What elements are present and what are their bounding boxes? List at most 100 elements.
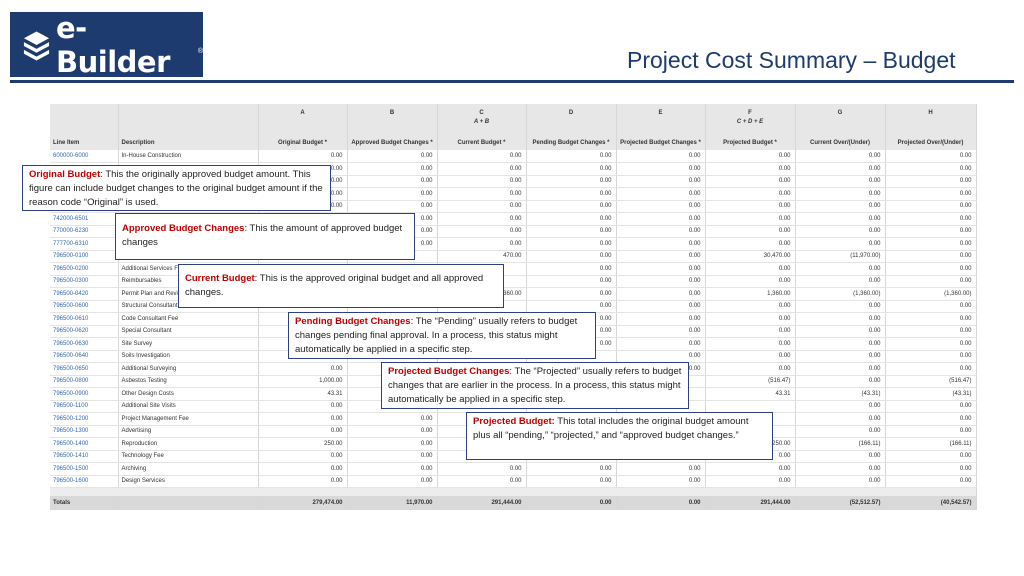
cell-projected-changes: 0.00 xyxy=(616,337,706,351)
cell-description: Additional Surveying xyxy=(118,362,259,376)
cell-projected-over-under: 0.00 xyxy=(885,350,977,363)
cell-pending-changes: 0.00 xyxy=(526,175,617,188)
cell-current-budget: 0.00 xyxy=(437,225,527,238)
cell-line-item[interactable]: Totals xyxy=(50,495,119,510)
callout-term: Original Budget xyxy=(29,169,101,180)
cell-projected-over-under: 0.00 xyxy=(885,312,977,326)
cell-current-over-under: 0.00 xyxy=(795,162,886,176)
cell-current-over-under: (11,970.00) xyxy=(795,250,886,263)
cell-current-over-under: 0.00 xyxy=(795,187,886,201)
cell-line-item[interactable]: 796500-1600 xyxy=(50,475,119,488)
cell-projected-changes: 0.00 xyxy=(616,200,706,213)
cell-line-item[interactable]: 796500-0900 xyxy=(50,387,119,401)
cell-current-budget: 0.00 xyxy=(437,462,527,476)
column-letter-current-over-under: G xyxy=(795,104,886,135)
column-header-current-budget[interactable]: Current Budget * xyxy=(437,135,527,150)
cell-line-item[interactable]: 796500-0630 xyxy=(50,337,119,351)
cell-projected-budget: 0.00 xyxy=(705,262,796,276)
cell-projected-budget: 0.00 xyxy=(705,325,796,338)
cell-projected-budget: 0.00 xyxy=(705,225,796,238)
cell-projected-over-under: (166.11) xyxy=(885,437,977,451)
cell-pending-changes: 0.00 xyxy=(526,150,617,163)
cell-line-item[interactable]: 796500-0650 xyxy=(50,362,119,376)
cell-line-item[interactable]: 770000-6230 xyxy=(50,225,119,238)
cell-projected-over-under: (1,360.00) xyxy=(885,287,977,301)
cell-projected-budget xyxy=(705,400,796,413)
cell-description: Additional Site Visits xyxy=(118,400,259,413)
cell-current-over-under: 0.00 xyxy=(795,150,886,163)
cell-line-item[interactable]: 796500-0100 xyxy=(50,250,119,263)
cell-approved-changes: 0.00 xyxy=(347,462,438,476)
cell-projected-budget: 0.00 xyxy=(705,175,796,188)
cell-current-over-under: (166.11) xyxy=(795,437,886,451)
cell-current-over-under: 0.00 xyxy=(795,400,886,413)
cell-projected-over-under: (40,542.57) xyxy=(885,495,977,510)
cell-line-item[interactable]: 796500-1100 xyxy=(50,400,119,413)
cell-line-item[interactable]: 796500-0200 xyxy=(50,262,119,276)
cell-projected-budget: (516.47) xyxy=(705,375,796,388)
column-header-approved-changes[interactable]: Approved Budget Changes * xyxy=(347,135,438,150)
column-header-current-over-under[interactable]: Current Over/(Under) xyxy=(795,135,886,150)
cell-line-item[interactable]: 796500-1200 xyxy=(50,412,119,426)
cell-line-item[interactable]: 796500-0800 xyxy=(50,375,119,388)
cell-current-budget: 0.00 xyxy=(437,237,527,251)
cell-current-over-under: 0.00 xyxy=(795,175,886,188)
cell-line-item[interactable]: 742000-6501 xyxy=(50,212,119,226)
column-letter: D xyxy=(568,110,574,116)
stacked-layers-icon xyxy=(23,30,50,60)
cell-line-item[interactable]: 796500-1300 xyxy=(50,425,119,438)
column-header-line-item[interactable]: Line Item xyxy=(50,135,119,150)
cell-line-item[interactable]: 796500-0640 xyxy=(50,350,119,363)
cell-current-over-under: 0.00 xyxy=(795,325,886,338)
cell-line-item[interactable]: 796500-0300 xyxy=(50,275,119,288)
cell-current-budget: 0.00 xyxy=(437,212,527,226)
cell-line-item[interactable]: 796500-1400 xyxy=(50,437,119,451)
cell-projected-over-under: 0.00 xyxy=(885,262,977,276)
column-header-original-budget[interactable]: Original Budget * xyxy=(258,135,348,150)
callout-text: This total includes the original budget … xyxy=(473,416,749,441)
column-letter: H xyxy=(928,110,933,116)
column-letter-description xyxy=(118,104,259,135)
column-letter-current-budget: C A + B xyxy=(437,104,527,135)
column-header-projected-changes[interactable]: Projected Budget Changes * xyxy=(616,135,706,150)
table-row: 796500-0600 Structural Consultant Fee 0.00… xyxy=(50,300,977,313)
cell-projected-over-under: 0.00 xyxy=(885,325,977,338)
cell-current-over-under: 0.00 xyxy=(795,412,886,426)
cell-original-budget: 0.00 xyxy=(258,400,348,413)
cell-approved-changes: 0.00 xyxy=(347,162,438,176)
cell-projected-changes: 0.00 xyxy=(616,350,706,363)
cell-original-budget: 0.00 xyxy=(258,150,348,163)
cell-projected-budget: 30,470.00 xyxy=(705,250,796,263)
cell-current-over-under: 0.00 xyxy=(795,475,886,488)
callout-projected-budget: Projected Budget: This total includes th… xyxy=(466,412,773,460)
cell-projected-over-under: 0.00 xyxy=(885,250,977,263)
column-letter: B xyxy=(389,110,395,116)
cell-line-item[interactable]: 796500-0420 xyxy=(50,287,119,301)
cell-original-budget: 279,474.00 xyxy=(258,495,348,510)
cell-line-item[interactable]: 796500-0610 xyxy=(50,312,119,326)
callout-term: Pending Budget Changes xyxy=(295,316,411,327)
table-row: 796500-1500 Archiving 0.00 0.00 0.00 0.00 0.00… xyxy=(50,462,977,476)
cell-approved-changes: 0.00 xyxy=(347,437,438,451)
cell-description: Advertising xyxy=(118,425,259,438)
cell-projected-over-under: 0.00 xyxy=(885,412,977,426)
column-header-projected-over-under[interactable]: Projected Over/(Under) xyxy=(885,135,977,150)
callout-approved-budget-changes: Approved Budget Changes: This the amount… xyxy=(115,213,415,260)
registered-mark: ® xyxy=(197,48,203,55)
cell-current-over-under: 0.00 xyxy=(795,337,886,351)
cell-line-item[interactable]: 777700-6310 xyxy=(50,237,119,251)
cell-line-item[interactable]: 600000-6000 xyxy=(50,150,119,163)
cell-projected-changes: 0.00 xyxy=(616,275,706,288)
cell-projected-budget: 1,360.00 xyxy=(705,287,796,301)
cell-line-item[interactable]: 796500-0620 xyxy=(50,325,119,338)
cell-pending-changes: 0.00 xyxy=(526,237,617,251)
column-header-projected-budget[interactable]: Projected Budget * xyxy=(705,135,796,150)
column-header-pending-changes[interactable]: Pending Budget Changes * xyxy=(526,135,617,150)
cell-line-item[interactable]: 796500-1410 xyxy=(50,450,119,463)
column-header-description[interactable]: Description xyxy=(118,135,259,150)
cell-projected-changes: 0.00 xyxy=(616,325,706,338)
cell-line-item[interactable]: 796500-1500 xyxy=(50,462,119,476)
cell-line-item[interactable]: 796500-0600 xyxy=(50,300,119,313)
cell-projected-budget: 0.00 xyxy=(705,275,796,288)
cell-description: In-House Construction xyxy=(118,150,259,163)
